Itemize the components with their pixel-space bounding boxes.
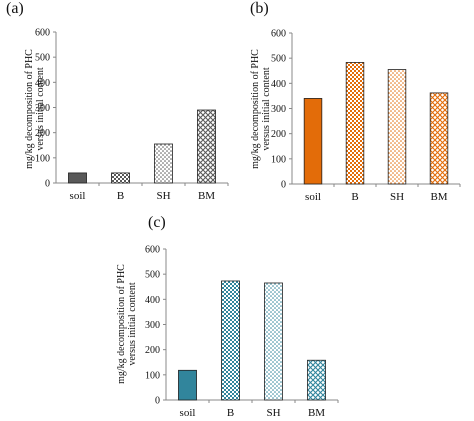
x-tick-label-soil: soil — [70, 190, 86, 202]
y-tick-label: 0 — [281, 180, 286, 191]
bar-bm — [197, 109, 216, 184]
y-tick-label: 200 — [271, 129, 286, 140]
y-tick-label: 500 — [145, 270, 160, 281]
bar-soil — [68, 172, 87, 184]
y-tick-label: 100 — [35, 153, 50, 164]
x-tick-label-sh: SH — [266, 407, 280, 419]
panel-label-a: (a) — [6, 0, 24, 17]
bar-sh — [387, 69, 407, 185]
x-tick-label-b: B — [117, 190, 124, 202]
bar-sh — [154, 143, 173, 184]
y-tick-label: 500 — [271, 54, 286, 65]
y-tick-label: 300 — [271, 104, 286, 115]
y-tick-label: 300 — [35, 103, 50, 114]
y-tick-label: 400 — [35, 78, 50, 89]
y-tick-label: 600 — [145, 245, 160, 256]
y-tick-label: 200 — [145, 345, 160, 356]
panel-label-b: (b) — [250, 0, 269, 17]
y-axis-label-line1: mg/kg decomposition of PHC — [116, 264, 127, 384]
y-tick-label: 0 — [155, 396, 160, 407]
x-tick-label-sh: SH — [390, 191, 404, 203]
x-tick-label-bm: BM — [198, 190, 215, 202]
y-tick-label: 200 — [35, 128, 50, 139]
y-tick-label: 100 — [145, 370, 160, 381]
y-tick-label: 500 — [35, 53, 50, 64]
x-tick-label-soil: soil — [305, 191, 321, 203]
x-tick-label-soil: soil — [180, 407, 196, 419]
y-tick-label: 300 — [145, 320, 160, 331]
y-tick-label: 600 — [271, 29, 286, 40]
bar-chart-b: 0 100 200 300 400 500 600 soil B SH BM — [271, 29, 461, 203]
y-tick-label: 0 — [45, 179, 50, 190]
bar-soil — [303, 98, 323, 185]
x-tick-label-bm: BM — [308, 407, 325, 419]
y-axis-label-line2: versus initial content — [127, 282, 138, 366]
bar-soil — [178, 369, 197, 401]
panel-label-c: (c) — [148, 214, 166, 231]
bar-sh — [264, 282, 283, 401]
y-tick-label: 400 — [271, 79, 286, 90]
y-axis-label-c: mg/kg decomposition of PHC versus initia… — [116, 229, 138, 419]
bar-b — [345, 62, 365, 185]
bar-bm — [429, 92, 449, 185]
y-tick-label: 100 — [271, 154, 286, 165]
x-tick-label-b: B — [227, 407, 234, 419]
x-tick-label-sh: SH — [156, 190, 170, 202]
bar-chart-a: 0 100 200 300 400 500 600 soil B SH BM — [35, 28, 229, 202]
x-tick-label-b: B — [351, 191, 358, 203]
bar-bm — [307, 359, 326, 401]
y-tick-label: 400 — [145, 295, 160, 306]
bar-b — [221, 280, 240, 401]
bar-b — [111, 172, 130, 184]
y-tick-label: 600 — [35, 28, 50, 39]
bar-chart-c: 0 100 200 300 400 500 600 soil B SH BM — [145, 245, 339, 419]
x-tick-label-bm: BM — [430, 191, 447, 203]
